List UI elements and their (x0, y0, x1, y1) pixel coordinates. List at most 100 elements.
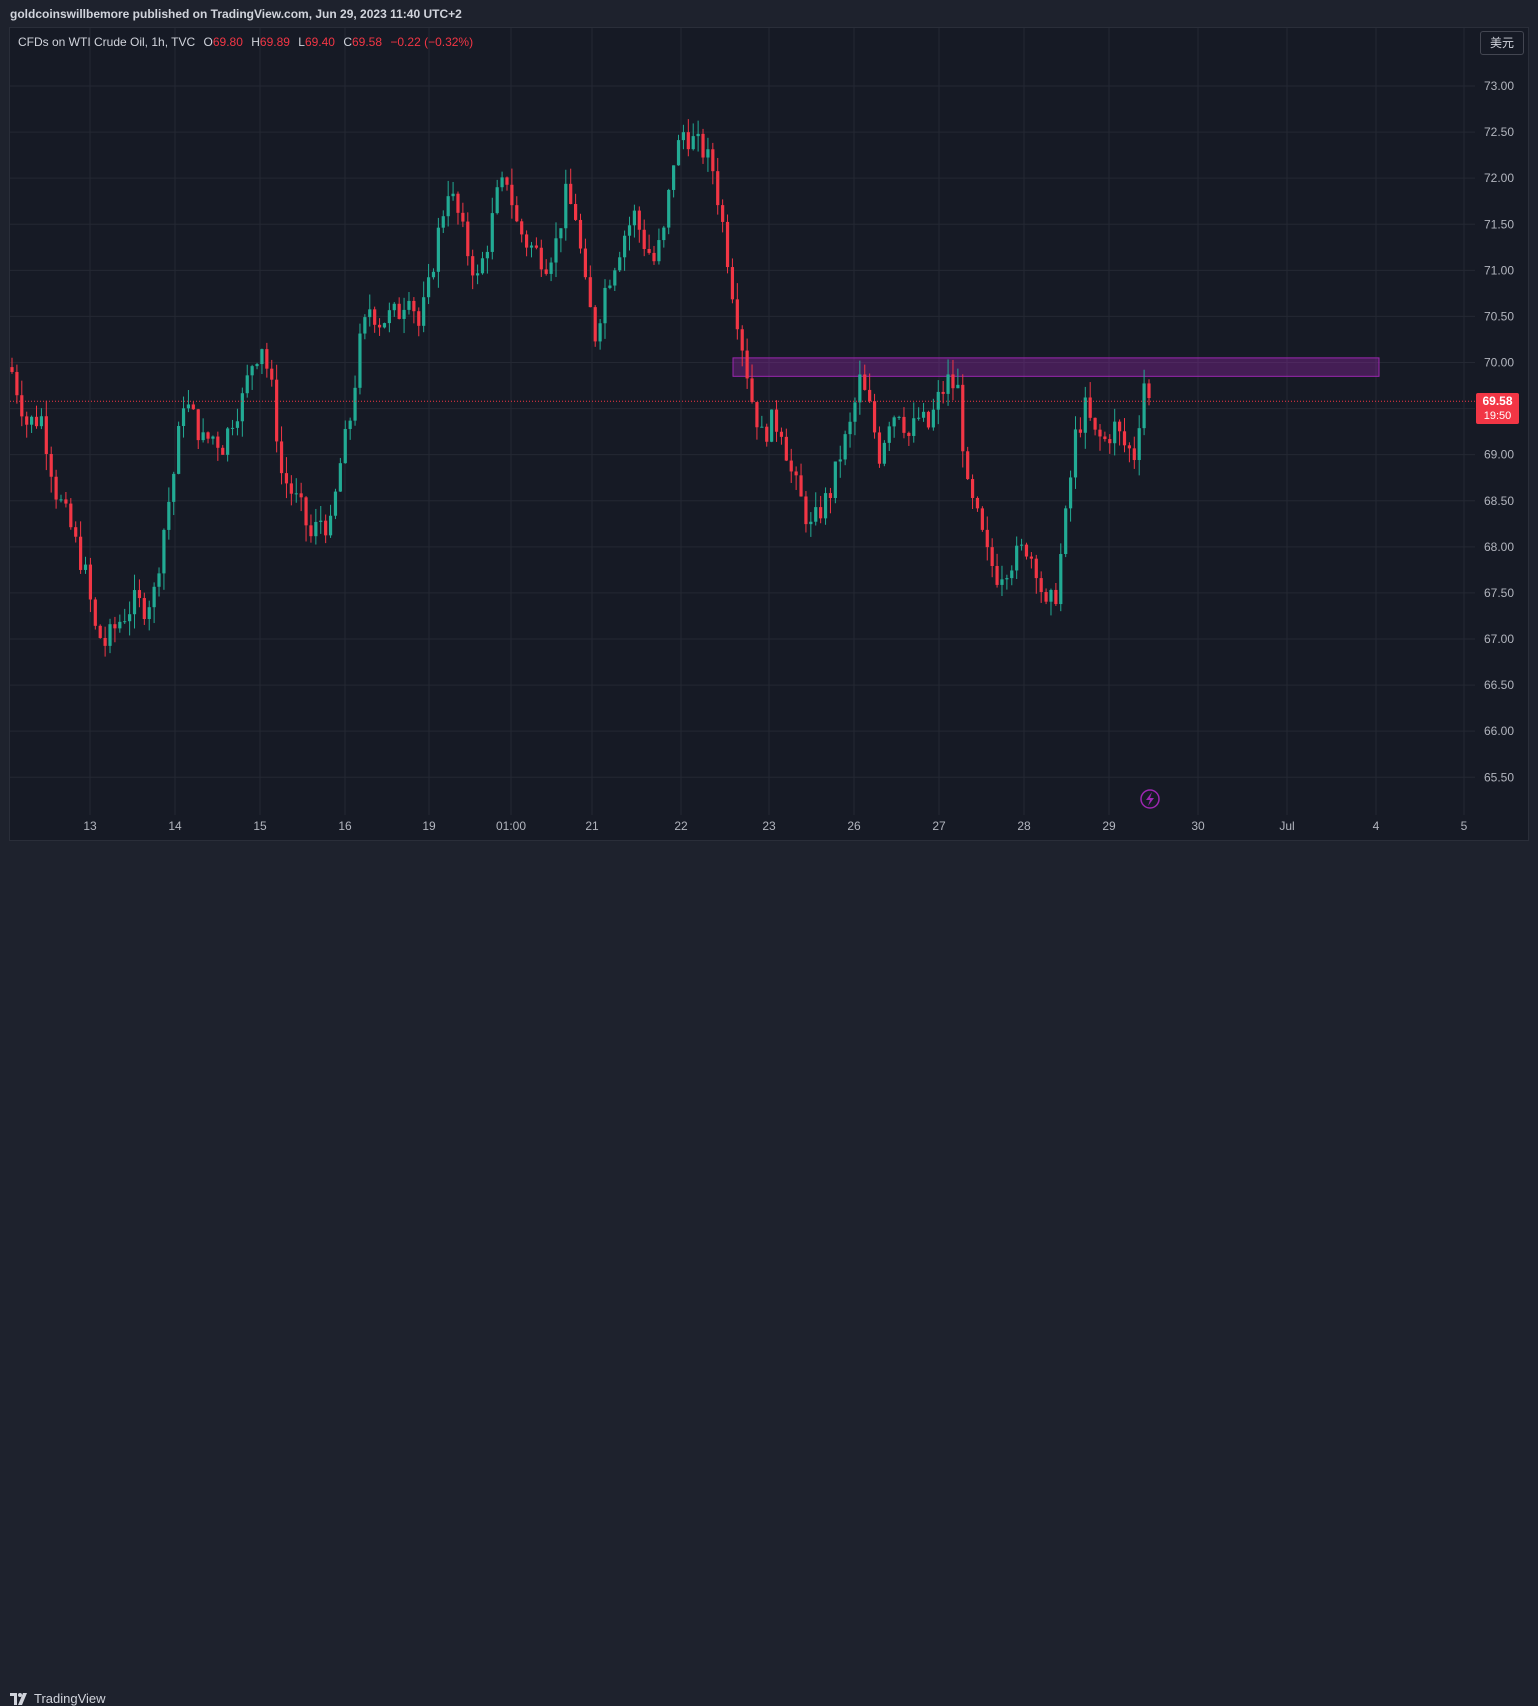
candle-body (706, 149, 710, 158)
candle-body (1064, 508, 1068, 555)
candle-body (368, 309, 372, 318)
candle-body (343, 428, 347, 464)
candle-body (20, 395, 24, 417)
candle-body (279, 441, 284, 474)
candle-body (118, 621, 122, 629)
candle-body (451, 193, 455, 197)
high-label: H (251, 35, 260, 49)
candle-body (823, 493, 828, 519)
candle-body (809, 521, 813, 525)
candle-body (64, 499, 68, 504)
candle-body (627, 225, 632, 236)
candle-body (1054, 589, 1058, 605)
candle-body (255, 364, 259, 367)
candle-body (961, 384, 965, 452)
candle-body (1127, 445, 1131, 449)
candle-body (1015, 545, 1019, 571)
candle-body (1113, 421, 1117, 444)
candle-body (985, 529, 989, 548)
candle-body (181, 408, 186, 427)
candle-body (314, 521, 318, 537)
candle-body (877, 432, 882, 464)
candle-body (892, 417, 896, 427)
candle-body (784, 436, 788, 461)
candle-body (15, 371, 19, 396)
candle-body (603, 287, 607, 324)
x-tick-label: 28 (1017, 819, 1031, 833)
candle-body (647, 248, 651, 253)
candle-body (30, 416, 34, 425)
candle-body (206, 432, 210, 439)
candle-body (912, 418, 916, 436)
candle-body (392, 303, 396, 311)
candle-body (353, 387, 357, 421)
candle-body (441, 216, 445, 228)
candle-body (564, 183, 568, 229)
x-tick-label: 13 (83, 819, 97, 833)
candle-body (471, 256, 475, 276)
candle-body (819, 507, 823, 519)
candle-body (132, 590, 137, 615)
price-chart[interactable]: 73.0072.5072.0071.5071.0070.5070.0069.50… (0, 0, 1538, 875)
candle-body (814, 507, 818, 522)
candle-body (377, 324, 382, 328)
candle-body (123, 621, 127, 623)
candle-body (716, 171, 720, 206)
candle-body (39, 416, 44, 427)
candle-body (608, 285, 612, 288)
candle-body (1098, 429, 1102, 437)
candle-body (598, 323, 602, 342)
candle-body (83, 564, 88, 570)
candle-body (926, 411, 931, 428)
y-tick-label: 73.00 (1484, 79, 1514, 93)
candle-body (10, 367, 14, 372)
candle-body (652, 252, 656, 262)
candle-body (657, 240, 661, 262)
candle-body (642, 229, 646, 249)
candle-body (730, 267, 735, 300)
candle-body (230, 427, 235, 429)
x-tick-label: 27 (932, 819, 946, 833)
candle-body (1088, 397, 1092, 418)
last-price-value: 69.58 (1482, 394, 1513, 408)
candle-body (917, 417, 921, 419)
last-price-tag: 69.58 19:50 (1476, 393, 1519, 424)
candle-body (387, 310, 391, 324)
candle-body (696, 133, 700, 137)
candle-body (245, 375, 249, 394)
candle-body (373, 309, 377, 325)
ohlc-legend: CFDs on WTI Crude Oil, 1h, TVC O69.80 H6… (18, 35, 473, 49)
candle-body (872, 401, 877, 433)
candle-body (221, 447, 225, 455)
y-tick-label: 65.50 (1484, 770, 1514, 784)
candle-body (995, 566, 999, 585)
publish-header: goldcoinswillbemore published on Trading… (0, 0, 1538, 27)
candle-body (721, 205, 725, 222)
candle-body (799, 475, 803, 497)
candle-body (475, 273, 480, 276)
low-value: 69.40 (304, 35, 335, 49)
y-tick-label: 68.00 (1484, 540, 1514, 554)
candle-body (676, 140, 681, 166)
candle-body (1122, 431, 1127, 446)
candle-body (309, 525, 313, 537)
candle-body (436, 227, 440, 272)
candle-body (1024, 544, 1029, 557)
candle-body (1147, 383, 1151, 399)
candle-body (770, 409, 774, 442)
candle-body (838, 459, 842, 462)
currency-button[interactable]: 美元 (1480, 31, 1524, 55)
footer: TradingView (0, 841, 1538, 1706)
candle-body (152, 586, 156, 608)
candle-body (1000, 579, 1004, 585)
candle-body (397, 303, 401, 319)
symbol-label[interactable]: CFDs on WTI Crude Oil, 1h, TVC (18, 35, 196, 49)
x-tick-label: 19 (422, 819, 436, 833)
tradingview-brand[interactable]: TradingView (10, 1691, 106, 1706)
candle-body (549, 262, 553, 274)
candle-body (1137, 428, 1141, 461)
candle-body (632, 210, 637, 226)
candle-body (162, 529, 166, 574)
candle-body (573, 204, 578, 220)
candle-body (186, 404, 191, 409)
